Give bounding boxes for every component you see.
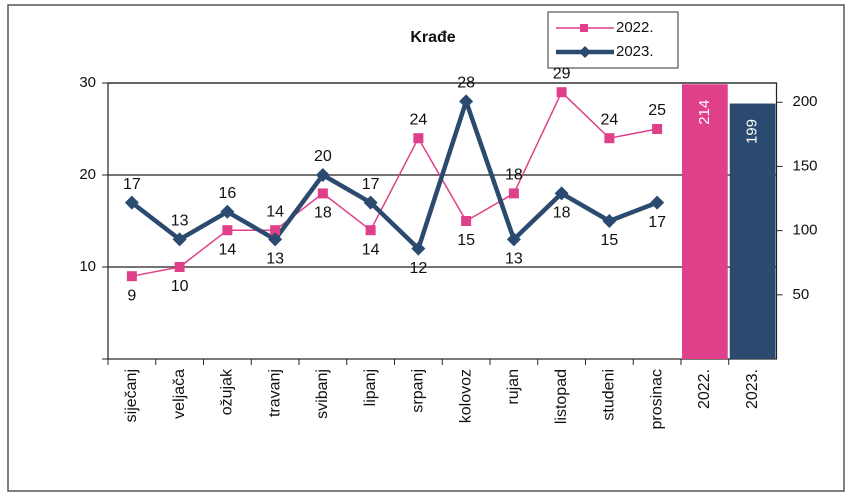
- x-tick-label: ožujak: [219, 368, 236, 415]
- marker: [174, 262, 185, 272]
- x-tick-label: travanj: [266, 369, 283, 417]
- data-label: 24: [600, 111, 618, 128]
- marker: [172, 232, 187, 247]
- data-label: 12: [409, 260, 427, 277]
- x-tick-label: kolovoz: [457, 369, 474, 423]
- marker: [126, 271, 137, 282]
- legend-marker: [580, 24, 588, 32]
- data-label: 16: [218, 185, 236, 202]
- marker: [317, 188, 328, 199]
- marker: [652, 124, 663, 134]
- marker: [365, 225, 376, 236]
- bar-label: 214: [696, 100, 713, 125]
- data-label: 13: [266, 251, 284, 268]
- y2-tick-label: 150: [793, 157, 818, 174]
- chart-title: Krađe: [410, 29, 455, 46]
- y2-tick-label: 200: [793, 93, 818, 110]
- marker: [124, 195, 139, 210]
- data-label: 14: [266, 203, 284, 220]
- data-label: 18: [553, 205, 571, 222]
- data-label: 9: [127, 287, 136, 304]
- x-tick-label: srpanj: [410, 369, 427, 413]
- legend-label: 2023.: [616, 43, 654, 60]
- legend-label: 2022.: [616, 19, 654, 36]
- x-tick-label: listopad: [553, 369, 570, 424]
- bar: [682, 84, 728, 359]
- legend-marker: [579, 46, 591, 58]
- data-label: 10: [171, 278, 189, 295]
- marker: [604, 133, 615, 144]
- y-tick-label: 30: [79, 74, 96, 91]
- y2-tick-label: 100: [793, 222, 818, 239]
- data-label: 17: [362, 176, 380, 193]
- data-label: 14: [362, 241, 380, 258]
- y-tick-label: 10: [79, 258, 96, 275]
- marker: [222, 225, 233, 236]
- x-tick-label: siječanj: [123, 369, 140, 422]
- data-label: 18: [314, 205, 332, 222]
- marker: [363, 195, 378, 210]
- data-label: 15: [600, 232, 618, 249]
- x-tick-label: 2022.: [696, 369, 713, 409]
- marker: [270, 225, 281, 236]
- data-label: 17: [123, 176, 141, 193]
- marker: [508, 188, 519, 199]
- marker: [461, 216, 472, 226]
- x-tick-label: prosinac: [648, 369, 665, 429]
- marker: [220, 204, 235, 219]
- line: [131, 91, 658, 277]
- data-label: 20: [314, 148, 332, 165]
- marker: [506, 232, 521, 247]
- data-label: 24: [409, 111, 427, 128]
- x-tick-label: svibanj: [314, 369, 331, 419]
- data-label: 14: [218, 241, 236, 258]
- marker: [268, 232, 283, 247]
- x-tick-label: lipanj: [362, 369, 379, 406]
- y2-tick-label: 50: [793, 286, 810, 303]
- x-tick-label: 2023.: [744, 369, 761, 409]
- data-label: 13: [171, 213, 189, 230]
- bar: [729, 103, 776, 359]
- marker: [650, 195, 665, 210]
- marker: [556, 87, 567, 98]
- marker: [554, 186, 569, 201]
- marker: [315, 168, 330, 182]
- x-tick-label: studeni: [601, 369, 618, 421]
- data-label: 17: [648, 214, 666, 231]
- data-label: 13: [505, 251, 523, 268]
- legend: [547, 11, 679, 69]
- x-tick-label: rujan: [505, 369, 522, 405]
- marker: [411, 241, 426, 256]
- data-label: 25: [648, 102, 666, 119]
- bar-label: 199: [744, 119, 761, 144]
- data-label: 29: [553, 65, 571, 82]
- y-tick-label: 20: [79, 166, 96, 183]
- data-label: 15: [457, 232, 475, 249]
- data-label: 18: [505, 167, 523, 184]
- marker: [413, 133, 424, 144]
- data-label: 28: [457, 75, 475, 92]
- line: [130, 99, 658, 251]
- x-tick-label: veljača: [171, 369, 188, 419]
- marker: [459, 94, 474, 109]
- marker: [602, 214, 617, 228]
